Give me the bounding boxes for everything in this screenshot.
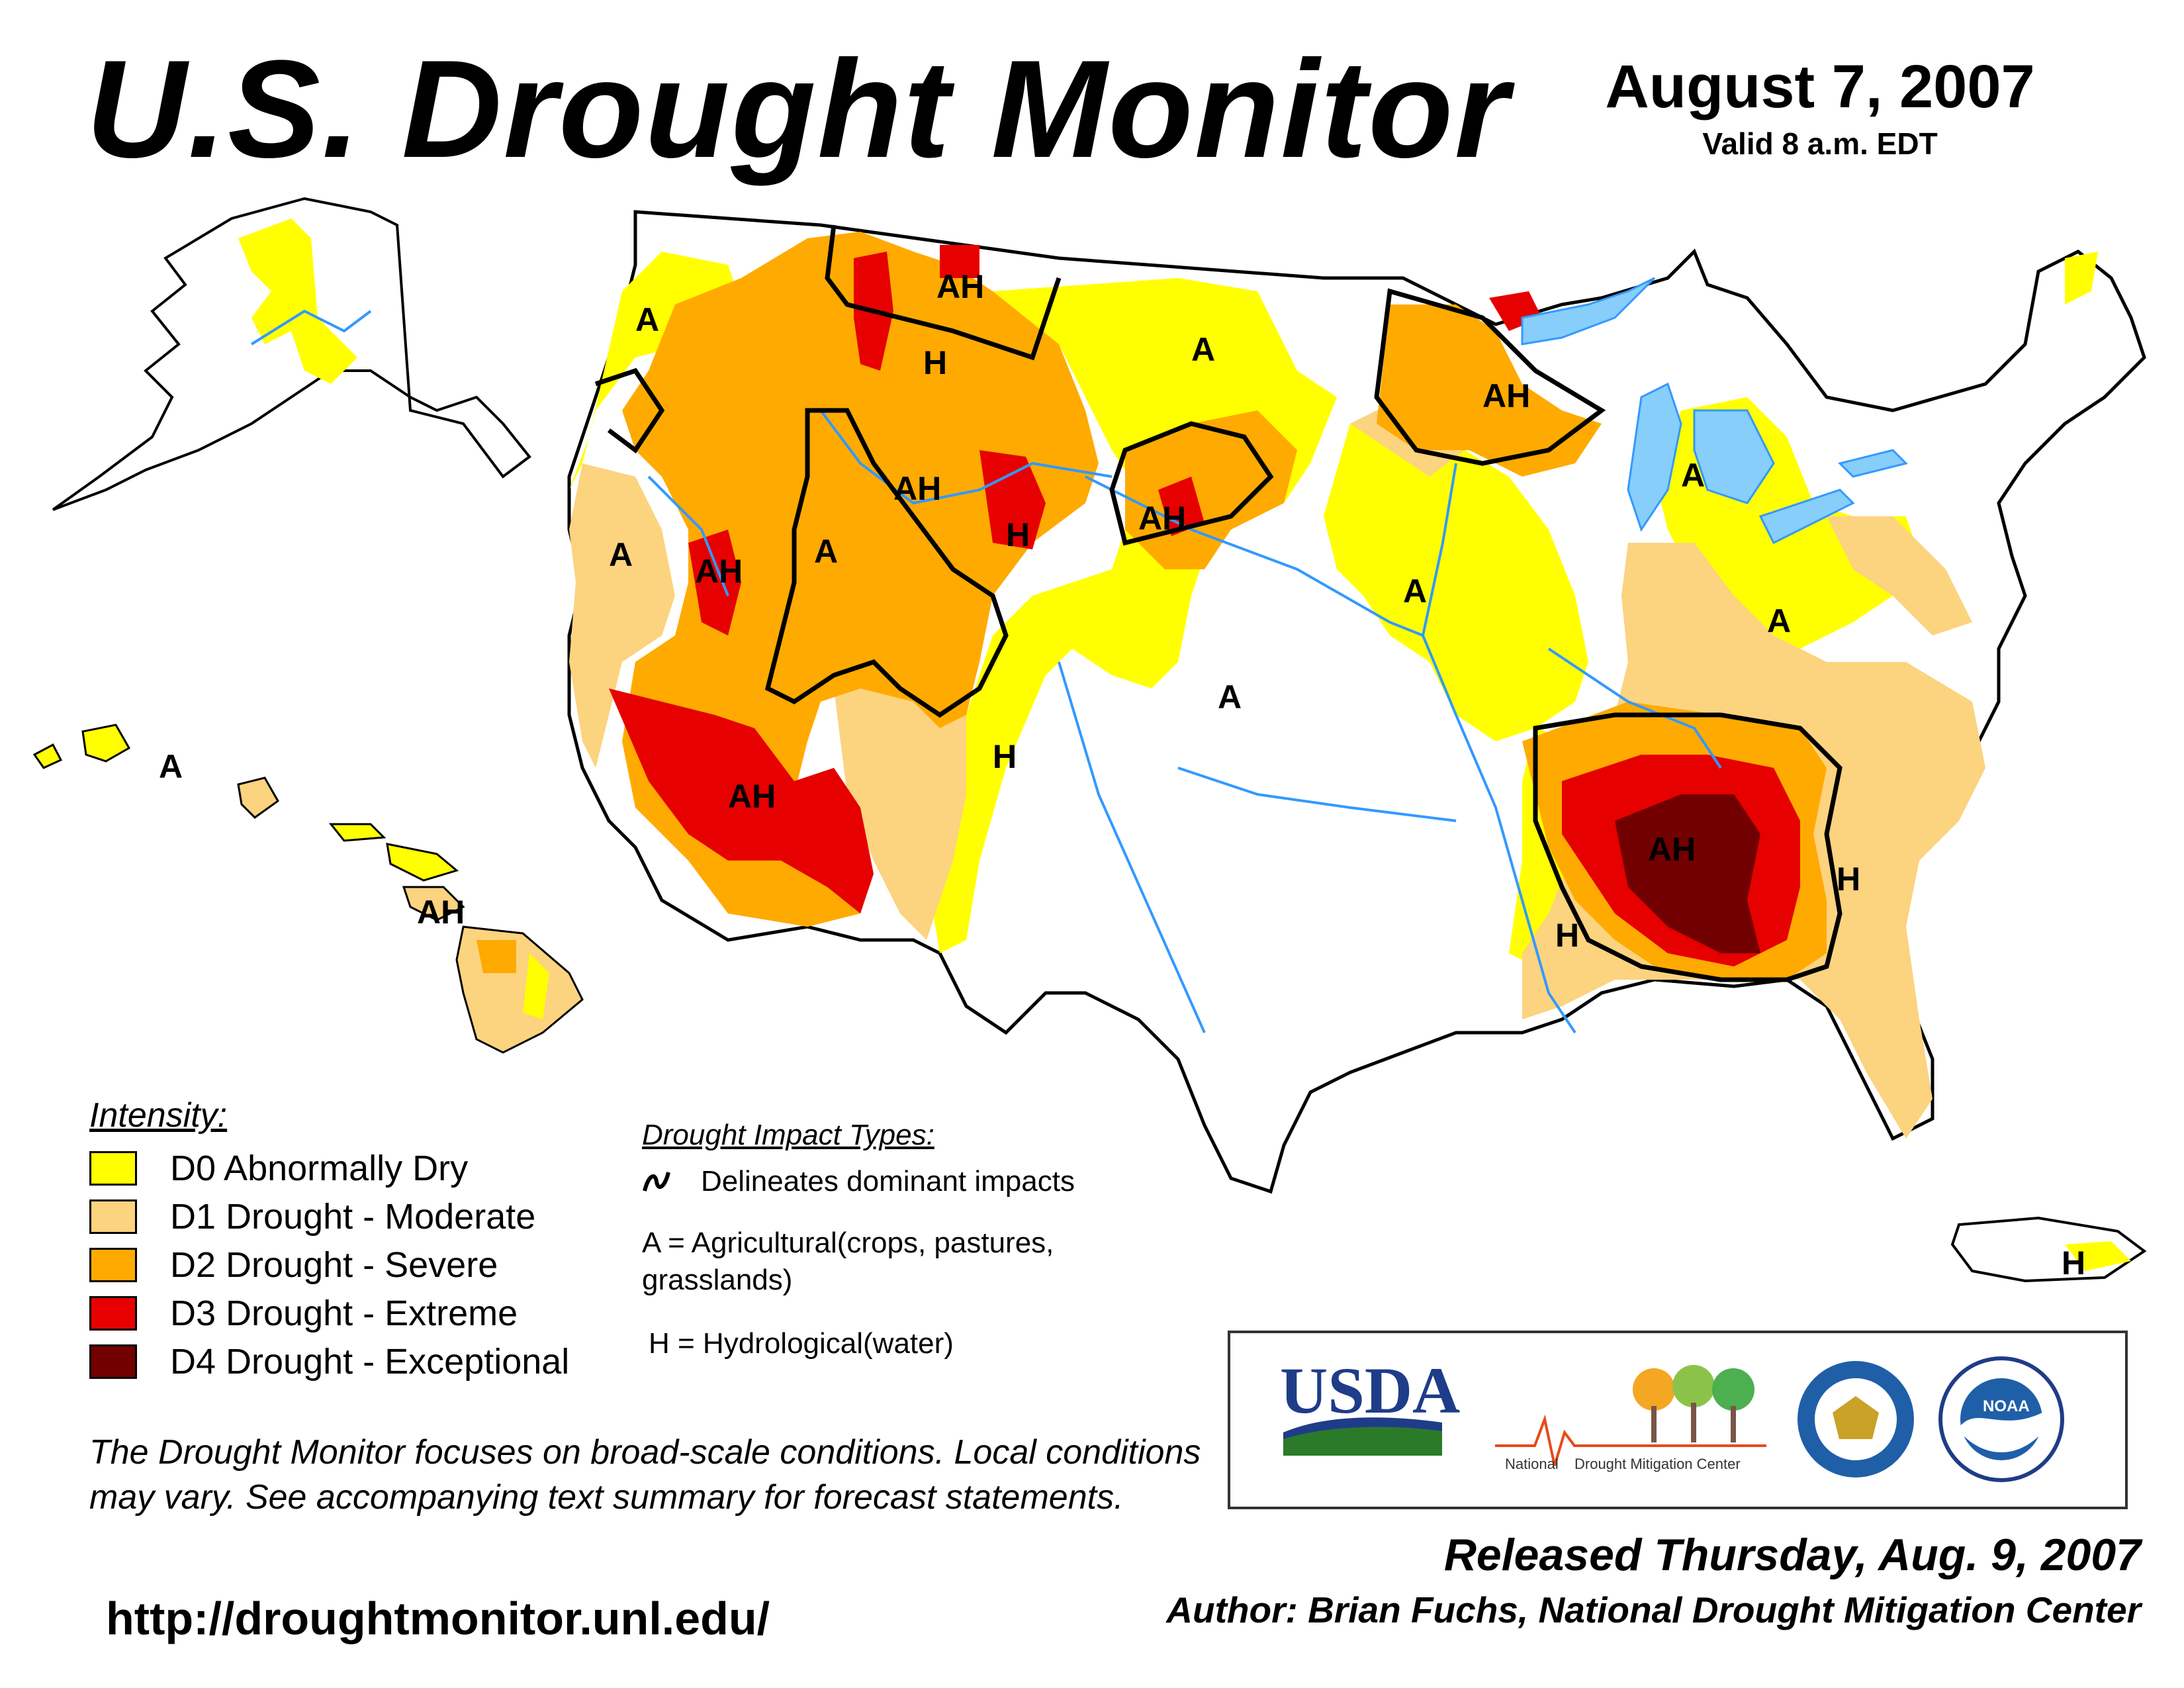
partner-logos: USDA National Drought Mitigation Center …: [1228, 1331, 2128, 1509]
impact-label: A: [1681, 457, 1705, 494]
impact-label: AH: [695, 553, 743, 590]
impact-label: H: [993, 738, 1017, 775]
legend-swatch: [89, 1296, 137, 1331]
puerto-rico: [1950, 1216, 2147, 1283]
legend-label: D0 Abnormally Dry: [170, 1149, 469, 1188]
legend-heading: Intensity:: [89, 1096, 228, 1135]
rivers: [647, 409, 1722, 1034]
valid-time: Valid 8 a.m. EDT: [1702, 126, 1938, 161]
legend-label: D2 Drought - Severe: [170, 1245, 498, 1285]
noaa-logo: NOAA: [1938, 1356, 2064, 1482]
impact-label: A: [159, 748, 183, 785]
impact-label: H: [1555, 917, 1579, 954]
author-credit: Author: Brian Fuchs, National Drought Mi…: [1166, 1589, 2141, 1630]
impact-boundaries: [594, 224, 1843, 982]
impact-letters: A AH H A AH H AH A A AH AH H A A H AH A …: [159, 268, 2085, 1282]
impact-line-icon: [643, 1172, 670, 1192]
impact-label: A: [1403, 573, 1427, 610]
impact-label: AH: [1138, 500, 1186, 537]
impact-label: H: [993, 738, 1017, 775]
impact-label: AH: [1482, 377, 1530, 414]
impact-hydrological: H = Hydrological(water): [649, 1327, 954, 1360]
impact-label: A: [609, 536, 633, 573]
legend-item-d4: D4 Drought - Exceptional: [89, 1338, 569, 1385]
website-link[interactable]: http://droughtmonitor.unl.edu/: [106, 1593, 770, 1644]
impact-line-legend: Delineates dominant impacts: [642, 1165, 1075, 1198]
map-date: August 7, 2007: [1605, 53, 2035, 120]
impact-types-heading: Drought Impact Types:: [642, 1119, 934, 1151]
impact-label: A: [1767, 602, 1791, 639]
legend-label: D4 Drought - Exceptional: [170, 1342, 570, 1382]
impact-label: AH: [417, 894, 465, 931]
impact-label: A: [1218, 679, 1242, 716]
legend-swatch: [89, 1248, 137, 1282]
commerce-seal-icon: [1797, 1361, 1914, 1477]
impact-label: AH: [728, 778, 776, 815]
map-title: U.S. Drought Monitor: [86, 31, 1510, 187]
legend-item-d0: D0 Abnormally Dry: [89, 1145, 468, 1192]
svg-text:National: National: [1505, 1456, 1559, 1472]
impact-label: A: [814, 533, 838, 570]
impact-line-label: Delineates dominant impacts: [701, 1165, 1075, 1197]
svg-text:USDA: USDA: [1280, 1354, 1460, 1427]
impact-label: A: [1191, 331, 1215, 368]
impact-label: H: [923, 344, 947, 381]
impact-label: AH: [936, 268, 984, 305]
legend-swatch: [89, 1151, 137, 1186]
impact-label: A: [635, 301, 659, 338]
legend-item-d3: D3 Drought - Extreme: [89, 1290, 518, 1336]
impact-label: AH: [1648, 831, 1696, 868]
legend-label: D1 Drought - Moderate: [170, 1197, 536, 1237]
ndmc-logo: National Drought Mitigation Center: [1495, 1365, 1766, 1472]
legend-swatch: [89, 1199, 137, 1234]
svg-text:Drought Mitigation Center: Drought Mitigation Center: [1574, 1456, 1741, 1472]
release-date: Released Thursday, Aug. 9, 2007: [1443, 1530, 2141, 1580]
great-lakes: [1521, 277, 1908, 545]
legend-item-d1: D1 Drought - Moderate: [89, 1194, 535, 1240]
disclaimer-text: The Drought Monitor focuses on broad-sca…: [89, 1433, 1201, 1517]
hawaii-region: [32, 724, 584, 1054]
legend-swatch: [89, 1344, 137, 1379]
alaska-region: [52, 197, 531, 511]
impact-agricultural: A = Agricultural(crops, pastures, grassl…: [642, 1227, 1054, 1296]
legend-label: D3 Drought - Extreme: [170, 1293, 518, 1333]
impact-label: AH: [893, 470, 941, 507]
logos-svg: USDA National Drought Mitigation Center …: [1280, 1354, 2064, 1482]
impact-label: H: [1006, 516, 1030, 553]
impact-label: H: [2062, 1244, 2085, 1282]
usda-logo: USDA: [1280, 1354, 1460, 1456]
impact-label: H: [1837, 861, 1860, 898]
svg-text:NOAA: NOAA: [1983, 1397, 2030, 1415]
drought-d4-areas: [1615, 794, 1760, 953]
legend-item-d2: D2 Drought - Severe: [89, 1242, 498, 1288]
